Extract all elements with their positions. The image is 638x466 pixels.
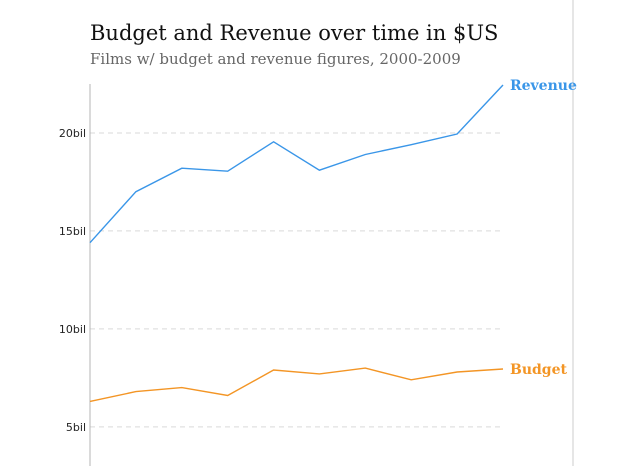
chart-title: Budget and Revenue over time in $US bbox=[90, 21, 498, 45]
y-axis: 5bil 10bil 15bil 20bil bbox=[59, 84, 91, 466]
y-tick-label: 20bil bbox=[59, 127, 86, 140]
y-tick-label: 15bil bbox=[59, 225, 86, 238]
budget-line bbox=[89, 367, 504, 403]
grid-lines bbox=[90, 132, 503, 428]
series-lines bbox=[89, 84, 504, 403]
y-tick-label: 10bil bbox=[59, 323, 86, 336]
revenue-line bbox=[89, 84, 504, 244]
budget-label: Budget bbox=[510, 362, 567, 378]
y-tick-label: 5bil bbox=[66, 421, 86, 434]
chart-subtitle: Films w/ budget and revenue figures, 200… bbox=[90, 50, 461, 68]
series-labels: Revenue Budget bbox=[510, 78, 577, 378]
revenue-label: Revenue bbox=[510, 78, 577, 94]
